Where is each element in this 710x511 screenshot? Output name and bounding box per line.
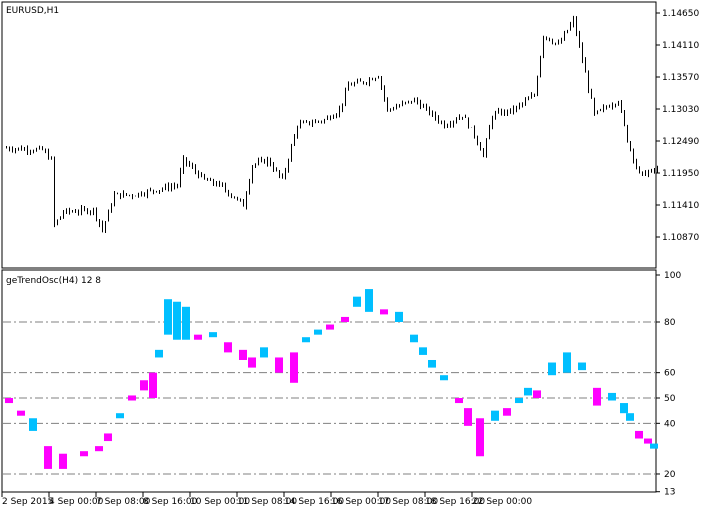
indicator-blocks — [5, 289, 658, 469]
indicator-block-down — [128, 395, 136, 401]
price-panel — [1, 1, 657, 269]
time-tick-label: 17 Sep 08:00 — [378, 497, 438, 507]
indicator-tick-label: 80 — [664, 318, 676, 328]
indicator-block-up — [491, 410, 499, 421]
time-tick-label: 2 Sep 2015 — [2, 497, 53, 507]
indicator-block-up — [209, 332, 217, 338]
time-tick-label: 18 Sep 16:00 — [425, 497, 485, 507]
indicator-block-up — [440, 375, 448, 381]
indicator-block-up — [524, 387, 532, 396]
time-tick-label: 11 Sep 08:00 — [237, 497, 297, 507]
indicator-block-up — [608, 392, 616, 401]
indicator-block-up — [116, 413, 124, 419]
price-tick-label: 1.13030 — [662, 105, 699, 115]
time-tick-label: 16 Sep 00:00 — [331, 497, 391, 507]
indicator-block-down — [503, 408, 511, 416]
indicator-block-up — [182, 306, 190, 340]
price-tick-label: 1.11410 — [662, 201, 699, 211]
indicator-block-up — [395, 311, 403, 322]
indicator-block-up — [650, 443, 658, 449]
indicator-block-down — [80, 451, 88, 457]
indicator-block-up — [353, 296, 361, 307]
indicator-block-down — [59, 453, 67, 469]
indicator-block-up — [563, 352, 571, 373]
indicator-block-down — [644, 438, 652, 444]
indicator-block-down — [290, 352, 298, 383]
indicator-tick-label: 40 — [664, 419, 676, 429]
indicator-block-up — [578, 362, 586, 371]
indicator-block-down — [341, 316, 349, 322]
time-tick-label: 7 Sep 08:00 — [96, 497, 151, 507]
indicator-block-down — [455, 397, 463, 404]
indicator-block-up — [365, 289, 373, 312]
indicator-block-up — [314, 329, 322, 335]
indicator-tick-label: 13 — [664, 488, 675, 498]
indicator-block-down — [248, 357, 256, 368]
time-tick-label: 8 Sep 16:00 — [143, 497, 198, 507]
indicator-tick-label: 60 — [664, 369, 676, 379]
indicator-block-up — [302, 337, 310, 343]
price-chart-title: EURUSD,H1 — [6, 6, 59, 16]
time-tick-label: 10 Sep 00:00 — [190, 497, 250, 507]
indicator-block-up — [548, 362, 556, 376]
indicator-block-up — [155, 349, 163, 358]
price-axis: 1.14650 1.14110 1.13570 1.13030 1.12490 1.119… — [656, 9, 699, 243]
indicator-block-up — [419, 347, 427, 355]
indicator-tick-label: 100 — [664, 271, 681, 281]
time-tick-label: 22 Sep 00:00 — [472, 497, 532, 507]
indicator-block-up — [164, 299, 172, 335]
time-tick-label: 14 Sep 16:00 — [284, 497, 344, 507]
indicator-block-down — [95, 446, 103, 452]
indicator-panel — [1, 269, 657, 493]
price-tick-label: 1.14650 — [662, 9, 699, 19]
price-tick-label: 1.12490 — [662, 137, 699, 147]
indicator-block-down — [635, 430, 643, 439]
indicator-block-down — [140, 380, 148, 391]
price-tick-label: 1.10870 — [662, 233, 699, 243]
indicator-block-up — [410, 334, 418, 343]
indicator-block-down — [104, 433, 112, 442]
indicator-block-up — [29, 418, 37, 431]
indicator-block-up — [620, 403, 628, 414]
indicator-axis: 100 80 60 50 40 20 13 — [656, 271, 681, 498]
indicator-block-down — [224, 342, 232, 353]
indicator-block-down — [194, 334, 202, 340]
indicator-block-down — [5, 397, 13, 404]
price-tick-label: 1.11950 — [662, 169, 699, 179]
indicator-title: geTrendOsc(H4) 12 8 — [6, 276, 101, 286]
price-bars — [6, 15, 658, 234]
indicator-levels — [3, 321, 655, 475]
indicator-block-down — [275, 357, 283, 373]
price-tick-label: 1.14110 — [662, 41, 699, 51]
indicator-block-down — [593, 387, 601, 406]
indicator-block-up — [626, 413, 634, 421]
indicator-block-down — [533, 390, 541, 398]
indicator-block-down — [464, 408, 472, 426]
time-tick-label: 4 Sep 00:00 — [49, 497, 104, 507]
indicator-block-down — [380, 309, 388, 315]
indicator-block-down — [17, 410, 25, 416]
price-tick-label: 1.13570 — [662, 73, 699, 83]
indicator-block-up — [515, 397, 523, 404]
indicator-block-down — [149, 372, 157, 398]
indicator-block-up — [173, 301, 181, 340]
indicator-block-up — [428, 359, 436, 368]
indicator-block-down — [476, 418, 484, 457]
indicator-tick-label: 20 — [664, 470, 676, 480]
indicator-block-down — [326, 324, 334, 330]
indicator-tick-label: 50 — [664, 394, 676, 404]
indicator-block-down — [44, 446, 52, 469]
indicator-block-down — [239, 349, 247, 360]
indicator-block-up — [260, 347, 268, 358]
